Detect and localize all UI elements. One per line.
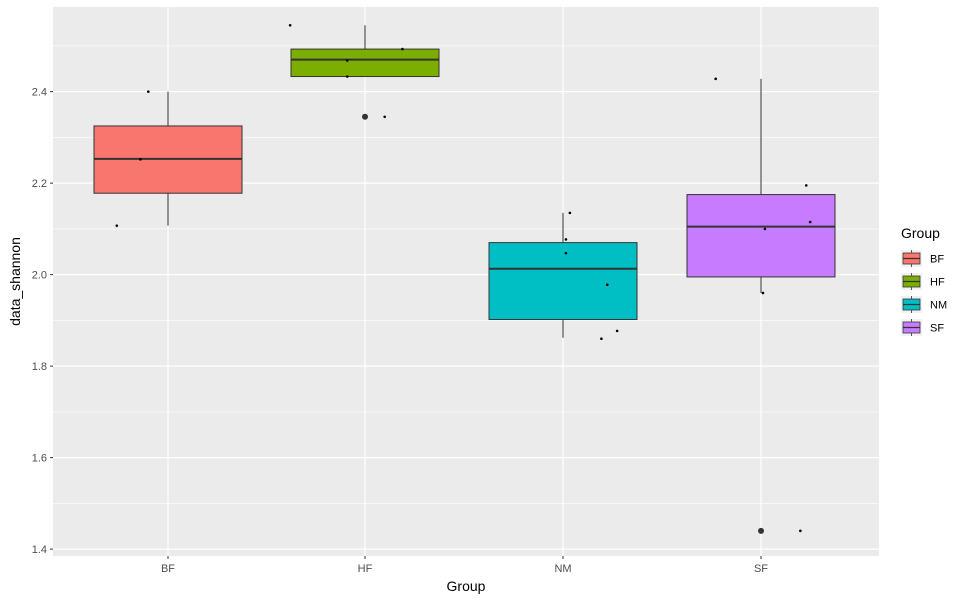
outlier-point <box>758 527 764 534</box>
legend: Group BF HF NM SF <box>901 225 947 336</box>
y-tick-label: 2.0 <box>32 270 47 282</box>
y-axis: 1.4 1.6 1.8 2.0 2.2 2.4 <box>32 87 53 556</box>
jitter-point <box>401 47 404 51</box>
x-tick-label: BF <box>161 563 175 575</box>
jitter-point <box>808 220 812 224</box>
legend-label: NM <box>930 300 947 312</box>
box-sf <box>686 78 836 534</box>
x-axis-title: Group <box>447 578 486 594</box>
legend-label: SF <box>930 323 944 335</box>
legend-key-hf <box>901 273 922 290</box>
box-body <box>290 48 440 78</box>
jitter-point <box>345 75 349 78</box>
legend-label: BF <box>930 254 944 266</box>
jitter-point <box>714 77 717 81</box>
x-tick-label: NM <box>554 563 571 575</box>
y-axis-title: data_shannon <box>7 237 23 326</box>
y-tick-label: 2.4 <box>32 87 47 99</box>
legend-key-bf <box>901 250 922 267</box>
jitter-point <box>564 251 568 255</box>
jitter-point <box>799 529 802 533</box>
jitter-point <box>804 184 808 187</box>
outlier-point <box>362 113 368 120</box>
jitter-point <box>763 227 767 231</box>
jitter-point <box>568 211 572 215</box>
y-tick-label: 1.8 <box>32 361 47 373</box>
box-bf <box>93 91 243 226</box>
x-tick-label: SF <box>754 563 768 575</box>
jitter-point <box>345 59 349 62</box>
jitter-point <box>600 337 603 340</box>
jitter-point <box>139 158 142 161</box>
jitter-point <box>147 90 150 93</box>
box-body <box>686 194 836 278</box>
jitter-point <box>564 238 568 241</box>
jitter-point <box>288 24 292 27</box>
legend-title: Group <box>901 225 940 241</box>
jitter-point <box>615 329 619 333</box>
legend-label: HF <box>930 277 945 289</box>
y-tick-label: 2.2 <box>32 178 47 190</box>
panel-background <box>53 7 879 556</box>
jitter-point <box>383 115 387 119</box>
jitter-point <box>115 224 119 227</box>
jitter-point <box>606 283 609 287</box>
y-tick-label: 1.6 <box>32 453 47 465</box>
y-tick-label: 1.4 <box>32 544 47 556</box>
legend-key-nm <box>901 296 922 313</box>
box-hf <box>290 25 440 120</box>
jitter-point <box>761 291 765 295</box>
x-tick-label: HF <box>358 563 373 575</box>
plot-panel <box>53 7 879 556</box>
x-axis: BF HF NM SF <box>161 556 768 575</box>
box-body <box>488 242 638 320</box>
box-nm <box>488 212 638 338</box>
legend-key-sf <box>901 319 922 336</box>
